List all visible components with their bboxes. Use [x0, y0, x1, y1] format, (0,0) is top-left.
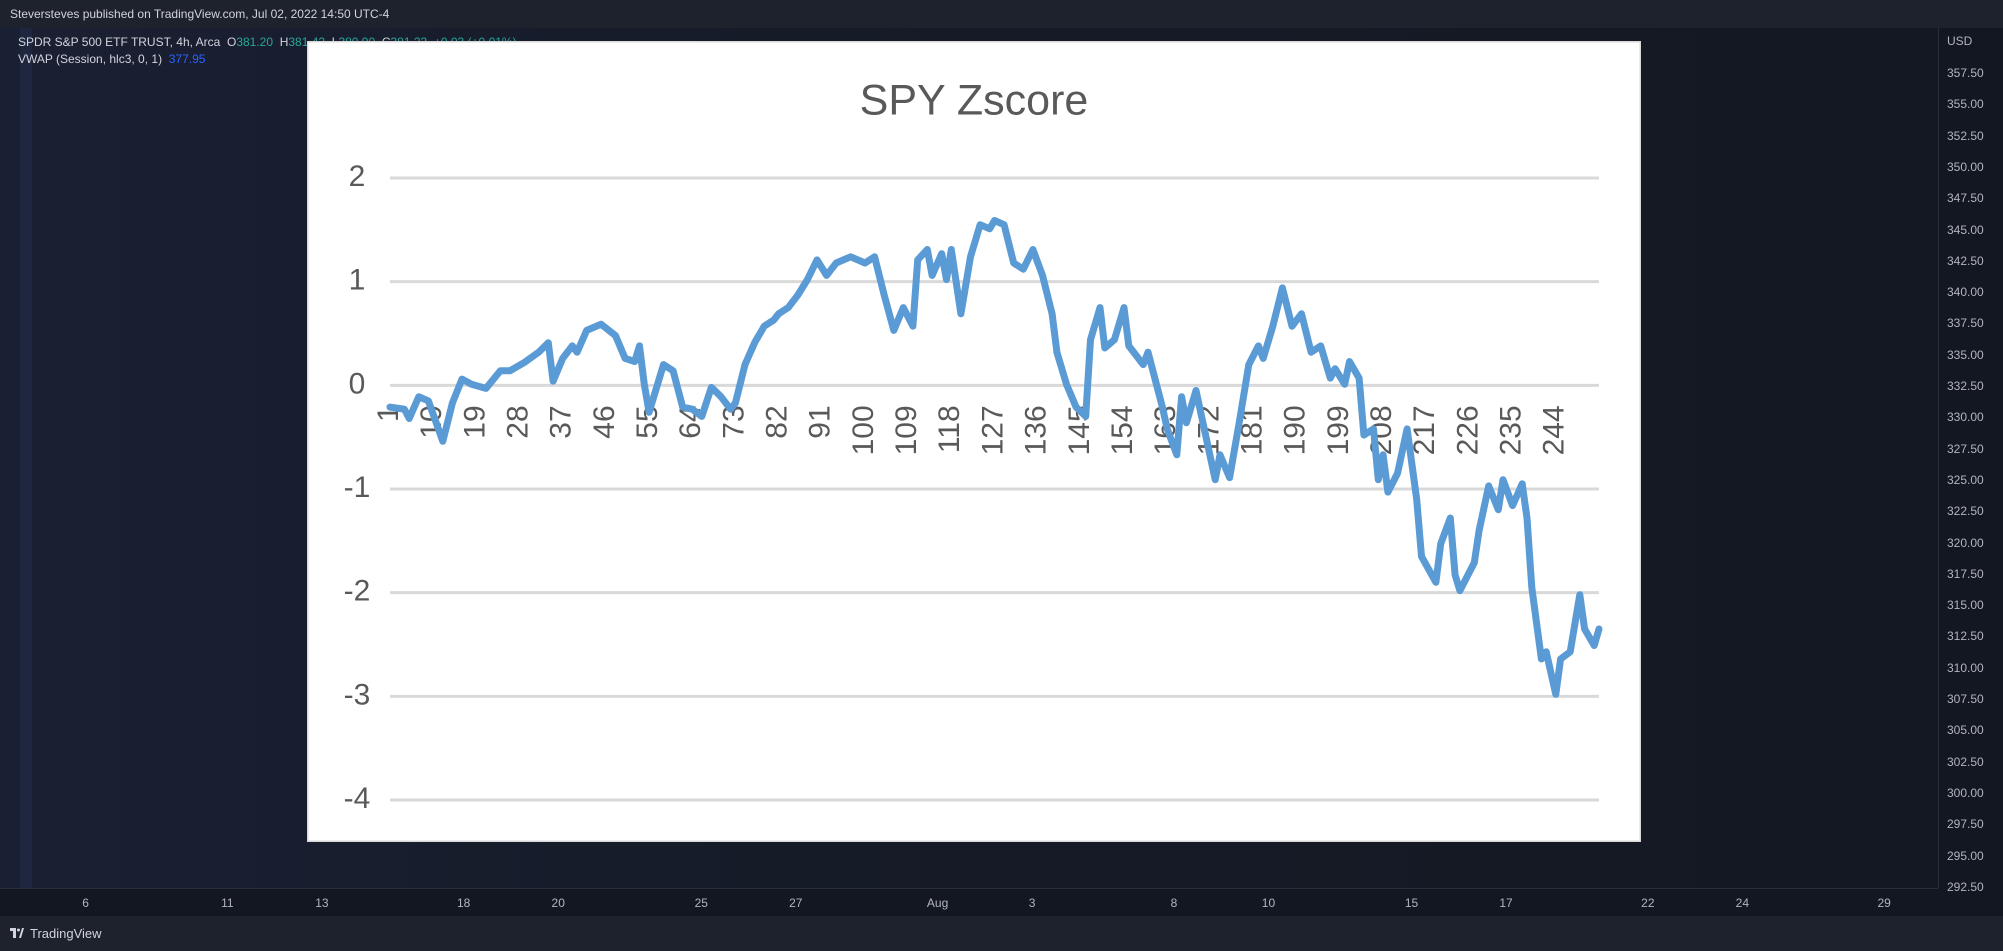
price-label: 327.50: [1947, 441, 1984, 456]
time-label: Aug: [926, 896, 949, 910]
x-tick-label: 199: [1322, 405, 1355, 455]
price-label: 357.50: [1947, 66, 1984, 80]
price-label: 337.50: [1947, 316, 1984, 331]
ohlc-key: O: [226, 35, 237, 49]
x-tick-label: 109: [890, 405, 923, 455]
y-tick-label: 0: [349, 367, 366, 400]
price-label: 297.50: [1947, 817, 1984, 832]
x-tick-label: 118: [933, 405, 966, 453]
x-tick-label: 46: [588, 405, 621, 438]
logo: [10, 928, 24, 938]
x-tick-label: 28: [501, 405, 534, 438]
price-label: 302.50: [1947, 754, 1984, 769]
x-tick-label: 127: [976, 405, 1009, 455]
time-label: 25: [694, 896, 708, 910]
time-label: 10: [1261, 896, 1276, 910]
price-label: 350.00: [1947, 159, 1984, 174]
time-label: 11: [221, 896, 234, 910]
y-tick-label: -4: [344, 782, 371, 815]
price-label: 332.50: [1947, 379, 1984, 393]
indicator: VWAP (Session, hlc3, 0, 1): [18, 52, 163, 66]
price-label: 352.50: [1947, 128, 1984, 143]
ohlc-key: H: [279, 35, 289, 49]
footer: TradingView: [0, 916, 2003, 951]
y-tick-label: -3: [344, 678, 371, 711]
brand: TradingView: [30, 926, 102, 941]
price-label: 307.50: [1947, 692, 1984, 706]
indicator-value: 377.95: [168, 52, 206, 66]
y-tick-label: 1: [349, 264, 366, 297]
x-tick-label: 37: [545, 405, 578, 438]
time-label: 20: [551, 896, 565, 910]
price-label: 340.00: [1947, 285, 1984, 300]
y-tick-label: 2: [349, 160, 366, 193]
x-tick-label: 235: [1495, 405, 1528, 455]
pane-stripe: [20, 28, 32, 888]
time-label: 18: [457, 896, 471, 910]
ohlc-value: 381.20: [236, 35, 274, 49]
x-tick-label: 244: [1538, 405, 1571, 455]
time-label: 29: [1877, 896, 1891, 910]
x-tick-label: 100: [847, 405, 880, 455]
currency: USD: [1947, 34, 1973, 48]
price-label: 325.00: [1947, 472, 1984, 487]
x-tick-label: 217: [1408, 405, 1441, 455]
time-label: 3: [1028, 896, 1036, 910]
price-label: 317.50: [1947, 566, 1984, 581]
x-tick-label: 136: [1020, 405, 1053, 455]
time-label: 17: [1499, 896, 1513, 910]
x-tick-label: 73: [717, 405, 750, 438]
y-tick-label: -1: [344, 471, 371, 504]
x-tick-label: 19: [458, 405, 491, 438]
x-tick-label: 154: [1106, 405, 1139, 455]
price-label: 345.00: [1947, 222, 1984, 237]
price-label: 295.00: [1947, 848, 1984, 863]
price-label: 320.00: [1947, 535, 1984, 550]
price-label: 330.00: [1947, 410, 1984, 425]
y-tick-label: -2: [344, 575, 371, 608]
time-axis: 6 11 13 18 20 25 27 Aug 3 8 10 15 17 22 24 29: [0, 888, 1938, 917]
price-label: 312.50: [1947, 629, 1984, 644]
x-tick-label: 82: [761, 405, 794, 438]
header-text: Steversteves published on TradingView.co…: [10, 7, 390, 21]
price-label: 347.50: [1947, 191, 1984, 206]
price-label: 292.50: [1947, 879, 1984, 894]
symbol: SPDR S&P 500 ETF TRUST, 4h, Arca: [18, 35, 221, 49]
time-label: 13: [315, 896, 329, 910]
price-label: 342.50: [1947, 253, 1984, 268]
time-label: 8: [1170, 896, 1178, 910]
chart-title: SPY Zscore: [860, 76, 1089, 124]
header-bar: Steversteves published on TradingView.co…: [0, 0, 2003, 28]
time-label: 27: [789, 896, 803, 910]
price-label: 300.00: [1947, 785, 1984, 800]
price-label: 355.00: [1947, 97, 1984, 112]
price-label: 322.50: [1947, 504, 1984, 519]
time-label: 22: [1641, 896, 1655, 910]
price-label: 305.00: [1947, 723, 1984, 738]
time-label: 15: [1404, 896, 1419, 910]
price-label: 310.00: [1947, 660, 1984, 675]
chart-background: [307, 41, 1641, 842]
legend-row: VWAP (Session, hlc3, 0, 1) 377.95: [18, 51, 517, 68]
price-axis: USD 357.50 355.00 352.50 350.00 347.50 345.00 3…: [1938, 28, 2003, 894]
price-label: 335.00: [1947, 347, 1984, 362]
time-label: 6: [82, 896, 89, 910]
x-tick-label: 226: [1451, 405, 1484, 455]
x-tick-label: 190: [1279, 405, 1312, 455]
time-label: 24: [1735, 896, 1750, 910]
price-label: 315.00: [1947, 598, 1984, 613]
series-line: [386, 217, 1603, 698]
x-tick-label: 91: [804, 405, 837, 438]
